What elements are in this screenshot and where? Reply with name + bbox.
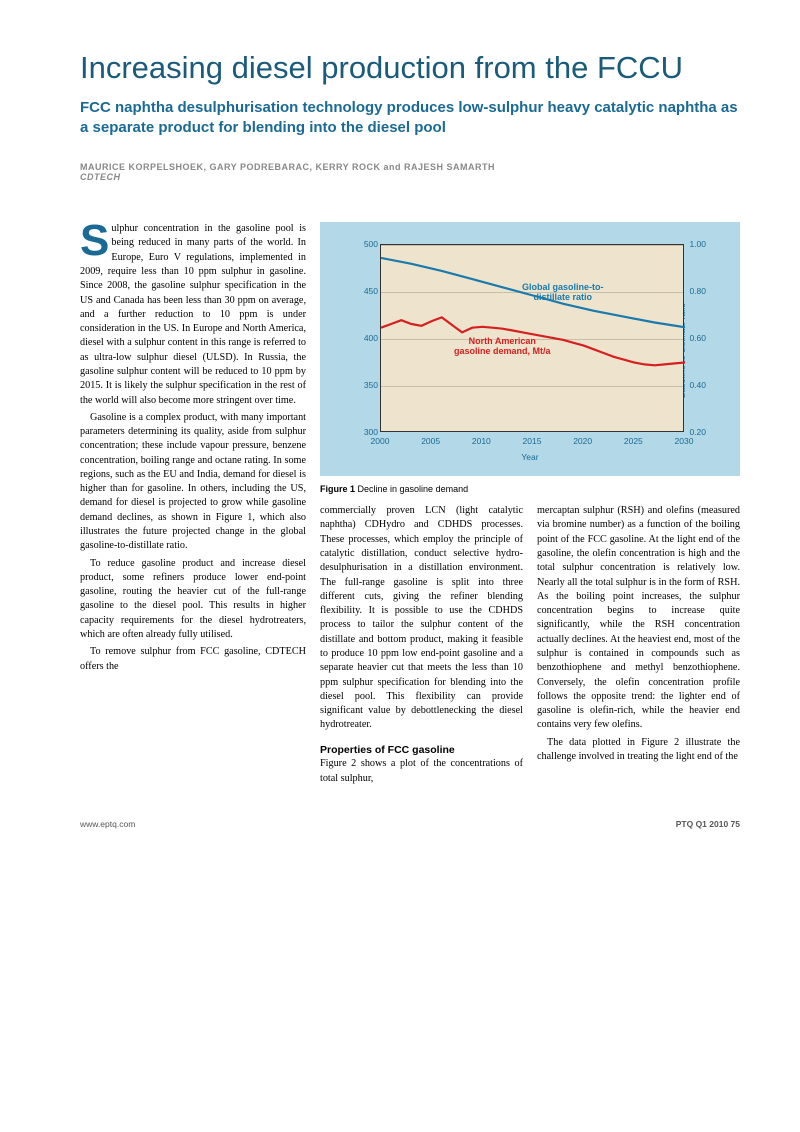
xtick: 2010 — [472, 436, 491, 446]
column-3: mercaptan sulphur (RSH) and olefins (mea… — [537, 504, 740, 789]
affiliation: CDTECH — [80, 172, 740, 182]
authors: MAURICE KORPELSHOEK, GARY PODREBARAC, KE… — [80, 162, 740, 172]
chart-inner: Gasoline demand, MM tons/annum Gasoline-… — [334, 240, 726, 462]
xtick: 2000 — [371, 436, 390, 446]
footer-right: PTQ Q1 2010 75 — [676, 819, 740, 829]
para-4: To remove sulphur from FCC gasoline, CDT… — [80, 645, 306, 674]
ytick-left: 450 — [362, 286, 378, 296]
para-7: mercaptan sulphur (RSH) and olefins (mea… — [537, 504, 740, 733]
para-5: commercially proven LCN (light catalytic… — [320, 504, 523, 733]
right-text-columns: commercially proven LCN (light catalytic… — [320, 504, 740, 789]
para-1: Sulphur concentration in the gasoline po… — [80, 222, 306, 408]
series-label-red: North Americangasoline demand, Mt/a — [454, 336, 551, 357]
column-1: Sulphur concentration in the gasoline po… — [80, 222, 306, 789]
footer-left: www.eptq.com — [80, 819, 135, 829]
xtick: 2025 — [624, 436, 643, 446]
caption-fignum: Figure 1 — [320, 484, 355, 494]
xtick: 2030 — [675, 436, 694, 446]
ytick-right: 0.80 — [689, 286, 706, 296]
ytick-right: 0.40 — [689, 380, 706, 390]
x-axis-label: Year — [521, 452, 538, 462]
dropcap: S — [80, 222, 111, 259]
ytick-left: 500 — [362, 239, 378, 249]
ytick-left: 400 — [362, 333, 378, 343]
caption-text: Decline in gasoline demand — [355, 484, 468, 494]
section-heading: Properties of FCC gasoline — [320, 743, 523, 758]
page-title: Increasing diesel production from the FC… — [80, 50, 740, 86]
para-6: Figure 2 shows a plot of the concentrati… — [320, 757, 523, 786]
xtick: 2005 — [421, 436, 440, 446]
series-label-blue: Global gasoline-to-distillate ratio — [522, 282, 604, 303]
column-2: commercially proven LCN (light catalytic… — [320, 504, 523, 789]
para-2: Gasoline is a complex product, with many… — [80, 411, 306, 554]
page-footer: www.eptq.com PTQ Q1 2010 75 — [80, 819, 740, 829]
para-3: To reduce gasoline product and increase … — [80, 557, 306, 643]
ytick-left: 350 — [362, 380, 378, 390]
right-block: Gasoline demand, MM tons/annum Gasoline-… — [320, 222, 740, 789]
xtick: 2015 — [523, 436, 542, 446]
page-subtitle: FCC naphtha desulphurisation technology … — [80, 98, 740, 139]
figure-1: Gasoline demand, MM tons/annum Gasoline-… — [320, 222, 740, 494]
xtick: 2020 — [573, 436, 592, 446]
figure-caption: Figure 1 Decline in gasoline demand — [320, 484, 740, 494]
ytick-right: 1.00 — [689, 239, 706, 249]
ytick-right: 0.60 — [689, 333, 706, 343]
content-columns: Sulphur concentration in the gasoline po… — [80, 222, 740, 789]
chart-box: Gasoline demand, MM tons/annum Gasoline-… — [320, 222, 740, 476]
para-8: The data plotted in Figure 2 illustrate … — [537, 736, 740, 765]
